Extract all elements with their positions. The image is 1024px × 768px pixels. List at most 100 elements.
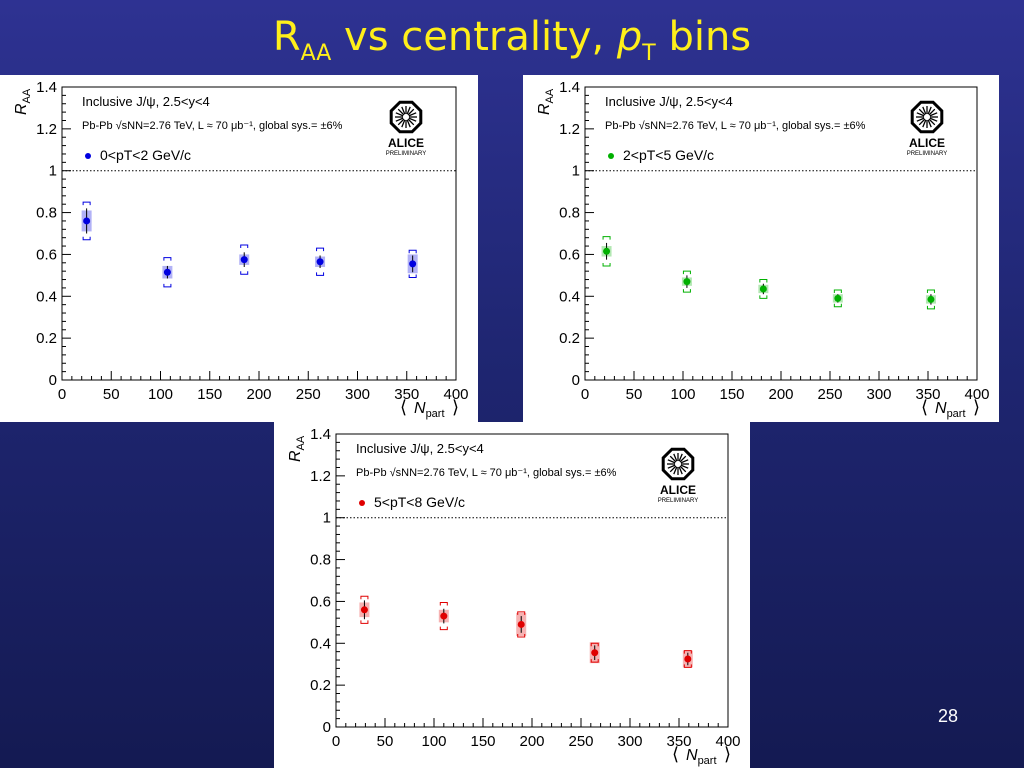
logo-text: ALICE <box>660 483 696 497</box>
y-tick-label: 0.4 <box>559 288 580 305</box>
x-axis-label: Npart <box>686 747 717 767</box>
sys-bracket-top <box>409 250 416 253</box>
y-tick-label: 0.8 <box>310 552 331 569</box>
y-axis-label: RAA <box>287 435 307 462</box>
chart-mid-pt: 05010015020025030035040000.20.40.60.811.… <box>523 75 999 422</box>
sys-bracket-top <box>603 237 610 240</box>
legend-line-1: Inclusive J/ψ, 2.5<y<4 <box>82 94 210 109</box>
x-axis-bracket-left: ⟨ <box>672 744 679 764</box>
data-point <box>359 596 369 623</box>
legend-line-2: Pb-Pb √sNN=2.76 TeV, L ≈ 70 μb⁻¹, global… <box>82 120 343 132</box>
data-marker <box>164 269 171 276</box>
legend-marker <box>359 500 365 506</box>
data-point <box>439 602 449 629</box>
data-point <box>602 237 612 266</box>
x-axis-bracket-right: ⟩ <box>973 397 980 417</box>
data-marker <box>603 248 610 255</box>
y-tick-label: 0.8 <box>559 205 580 222</box>
data-marker <box>518 621 525 628</box>
y-tick-label: 0 <box>572 372 580 389</box>
x-axis-bracket-left: ⟨ <box>400 397 407 417</box>
page-number: 28 <box>938 706 958 727</box>
legend-series-label: 0<pT<2 GeV/c <box>100 147 191 163</box>
data-point <box>682 271 692 292</box>
sys-bracket-bottom <box>361 620 368 623</box>
data-point <box>926 290 936 309</box>
legend-series-label: 5<pT<8 GeV/c <box>374 494 465 510</box>
chart-panel-mid-pt: 05010015020025030035040000.20.40.60.811.… <box>523 75 999 422</box>
data-marker <box>317 258 324 265</box>
x-axis-bracket-left: ⟨ <box>921 397 928 417</box>
sys-bracket-top <box>927 290 934 293</box>
sys-bracket-bottom <box>440 627 447 630</box>
y-tick-label: 0.8 <box>36 205 57 222</box>
chart-high-pt: 05010015020025030035040000.20.40.60.811.… <box>274 422 750 768</box>
y-tick-label: 1.2 <box>310 468 331 485</box>
sys-bracket-top <box>834 290 841 293</box>
y-tick-label: 1 <box>49 163 57 180</box>
x-tick-label: 0 <box>58 386 66 403</box>
y-tick-label: 1.2 <box>36 121 57 138</box>
y-tick-label: 1.4 <box>310 426 331 443</box>
x-tick-label: 200 <box>768 386 793 403</box>
y-tick-label: 0.6 <box>310 593 331 610</box>
sys-bracket-top <box>241 245 248 248</box>
chart-panel-low-pt: 05010015020025030035040000.20.40.60.811.… <box>0 75 478 422</box>
y-tick-label: 0.6 <box>36 246 57 263</box>
data-marker <box>684 655 691 662</box>
y-tick-label: 0.4 <box>310 635 331 652</box>
data-point <box>758 280 768 299</box>
legend-marker <box>85 153 91 159</box>
legend-marker <box>608 153 614 159</box>
y-tick-label: 1 <box>323 510 331 527</box>
x-tick-label: 0 <box>581 386 589 403</box>
data-marker <box>440 613 447 620</box>
y-tick-label: 0.2 <box>36 330 57 347</box>
data-point <box>833 290 843 307</box>
y-tick-label: 0.4 <box>36 288 57 305</box>
logo-subtext: PRELIMINARY <box>658 498 699 504</box>
chart-low-pt: 05010015020025030035040000.20.40.60.811.… <box>0 75 478 422</box>
title-r-subscript: AA <box>301 41 332 66</box>
title-pt: p <box>617 14 642 60</box>
y-tick-label: 1.4 <box>36 79 57 96</box>
data-marker <box>927 296 934 303</box>
x-tick-label: 200 <box>246 386 271 403</box>
sys-bracket-bottom <box>760 295 767 298</box>
x-tick-label: 150 <box>719 386 744 403</box>
legend-line-1: Inclusive J/ψ, 2.5<y<4 <box>605 94 733 109</box>
sys-bracket-top <box>317 248 324 251</box>
sys-bracket-bottom <box>409 274 416 277</box>
alice-logo: ALICEPRELIMINARY <box>658 449 699 504</box>
data-point <box>683 651 693 668</box>
sys-bracket-bottom <box>241 271 248 274</box>
logo-subtext: PRELIMINARY <box>907 151 948 157</box>
title-pt-subscript: T <box>642 41 655 66</box>
data-point <box>82 202 92 240</box>
x-tick-label: 250 <box>568 733 593 750</box>
x-tick-label: 250 <box>296 386 321 403</box>
data-point <box>408 250 418 277</box>
data-point <box>239 245 249 274</box>
title-middle: vs centrality, <box>331 14 617 60</box>
y-tick-label: 0 <box>323 719 331 736</box>
sys-bracket-bottom <box>683 289 690 292</box>
alice-logo: ALICEPRELIMINARY <box>386 102 427 157</box>
y-tick-label: 1.4 <box>559 79 580 96</box>
data-marker <box>760 285 767 292</box>
x-axis-label: Npart <box>935 400 966 420</box>
x-axis-bracket-right: ⟩ <box>452 397 459 417</box>
y-tick-label: 0 <box>49 372 57 389</box>
legend-line-2: Pb-Pb √sNN=2.76 TeV, L ≈ 70 μb⁻¹, global… <box>356 467 617 479</box>
x-tick-label: 50 <box>103 386 120 403</box>
sys-bracket-top <box>83 202 90 205</box>
sys-bracket-bottom <box>317 272 324 275</box>
data-marker <box>83 217 90 224</box>
y-tick-label: 1.2 <box>559 121 580 138</box>
y-tick-label: 1 <box>572 163 580 180</box>
sys-bracket-bottom <box>164 284 171 287</box>
slide-title: RAA vs centrality, pT bins <box>0 8 1024 83</box>
x-tick-label: 250 <box>817 386 842 403</box>
data-marker <box>683 278 690 285</box>
x-tick-label: 150 <box>197 386 222 403</box>
